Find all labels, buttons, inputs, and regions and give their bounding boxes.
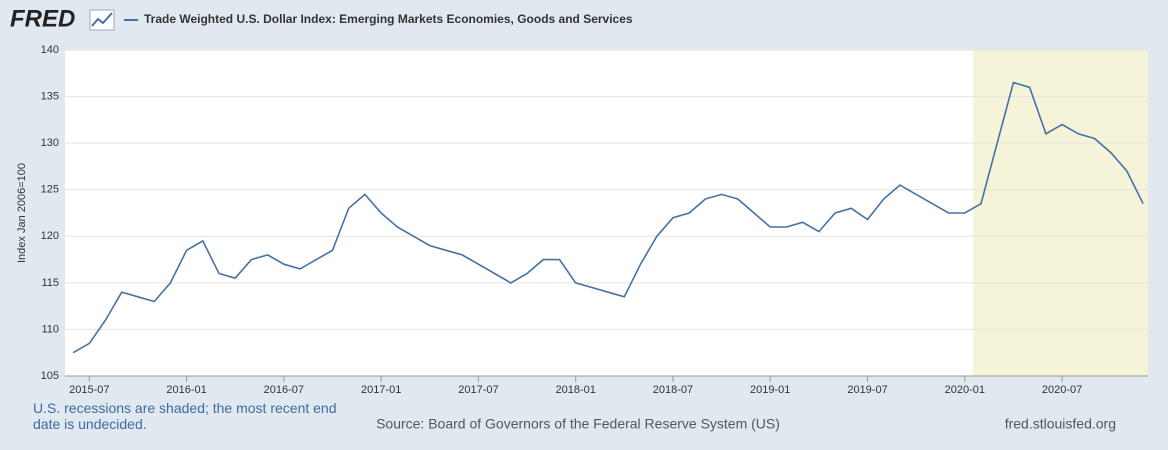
y-tick-label: 110 bbox=[41, 323, 59, 335]
x-tick-label: 2019-01 bbox=[750, 384, 790, 396]
recession-shade bbox=[973, 50, 1148, 376]
note: U.S. recessions are shaded; the most rec… bbox=[33, 400, 337, 432]
x-tick-label: 2019-07 bbox=[847, 384, 887, 396]
note-line: date is undecided. bbox=[33, 416, 147, 432]
x-tick-label: 2018-07 bbox=[653, 384, 693, 396]
y-tick-label: 135 bbox=[41, 90, 59, 102]
logo-icon bbox=[89, 9, 115, 31]
x-tick-label: 2017-07 bbox=[458, 384, 498, 396]
x-tick-label: 2015-07 bbox=[69, 384, 109, 396]
y-tick-label: 120 bbox=[41, 230, 59, 242]
y-tick-label: 105 bbox=[41, 370, 59, 382]
y-tick-label: 115 bbox=[41, 277, 59, 289]
x-tick-label: 2016-01 bbox=[166, 384, 206, 396]
logo: FRED bbox=[10, 5, 75, 32]
source: Source: Board of Governors of the Federa… bbox=[376, 416, 780, 432]
x-tick-label: 2020-01 bbox=[945, 384, 985, 396]
y-tick-label: 125 bbox=[41, 184, 59, 196]
chart-title: Trade Weighted U.S. Dollar Index: Emergi… bbox=[144, 12, 633, 26]
x-tick-label: 2018-01 bbox=[556, 384, 596, 396]
x-tick-label: 2017-01 bbox=[361, 384, 401, 396]
x-tick-label: 2020-07 bbox=[1042, 384, 1082, 396]
x-tick-label: 2016-07 bbox=[264, 384, 304, 396]
y-axis-label: Index Jan 2006=100 bbox=[16, 163, 28, 263]
plot-area bbox=[65, 50, 1148, 376]
y-tick-label: 130 bbox=[41, 137, 59, 149]
note-line: U.S. recessions are shaded; the most rec… bbox=[33, 400, 337, 416]
y-tick-label: 140 bbox=[41, 44, 59, 56]
site: fred.stlouisfed.org bbox=[1005, 416, 1116, 432]
line-series bbox=[72, 81, 1144, 354]
